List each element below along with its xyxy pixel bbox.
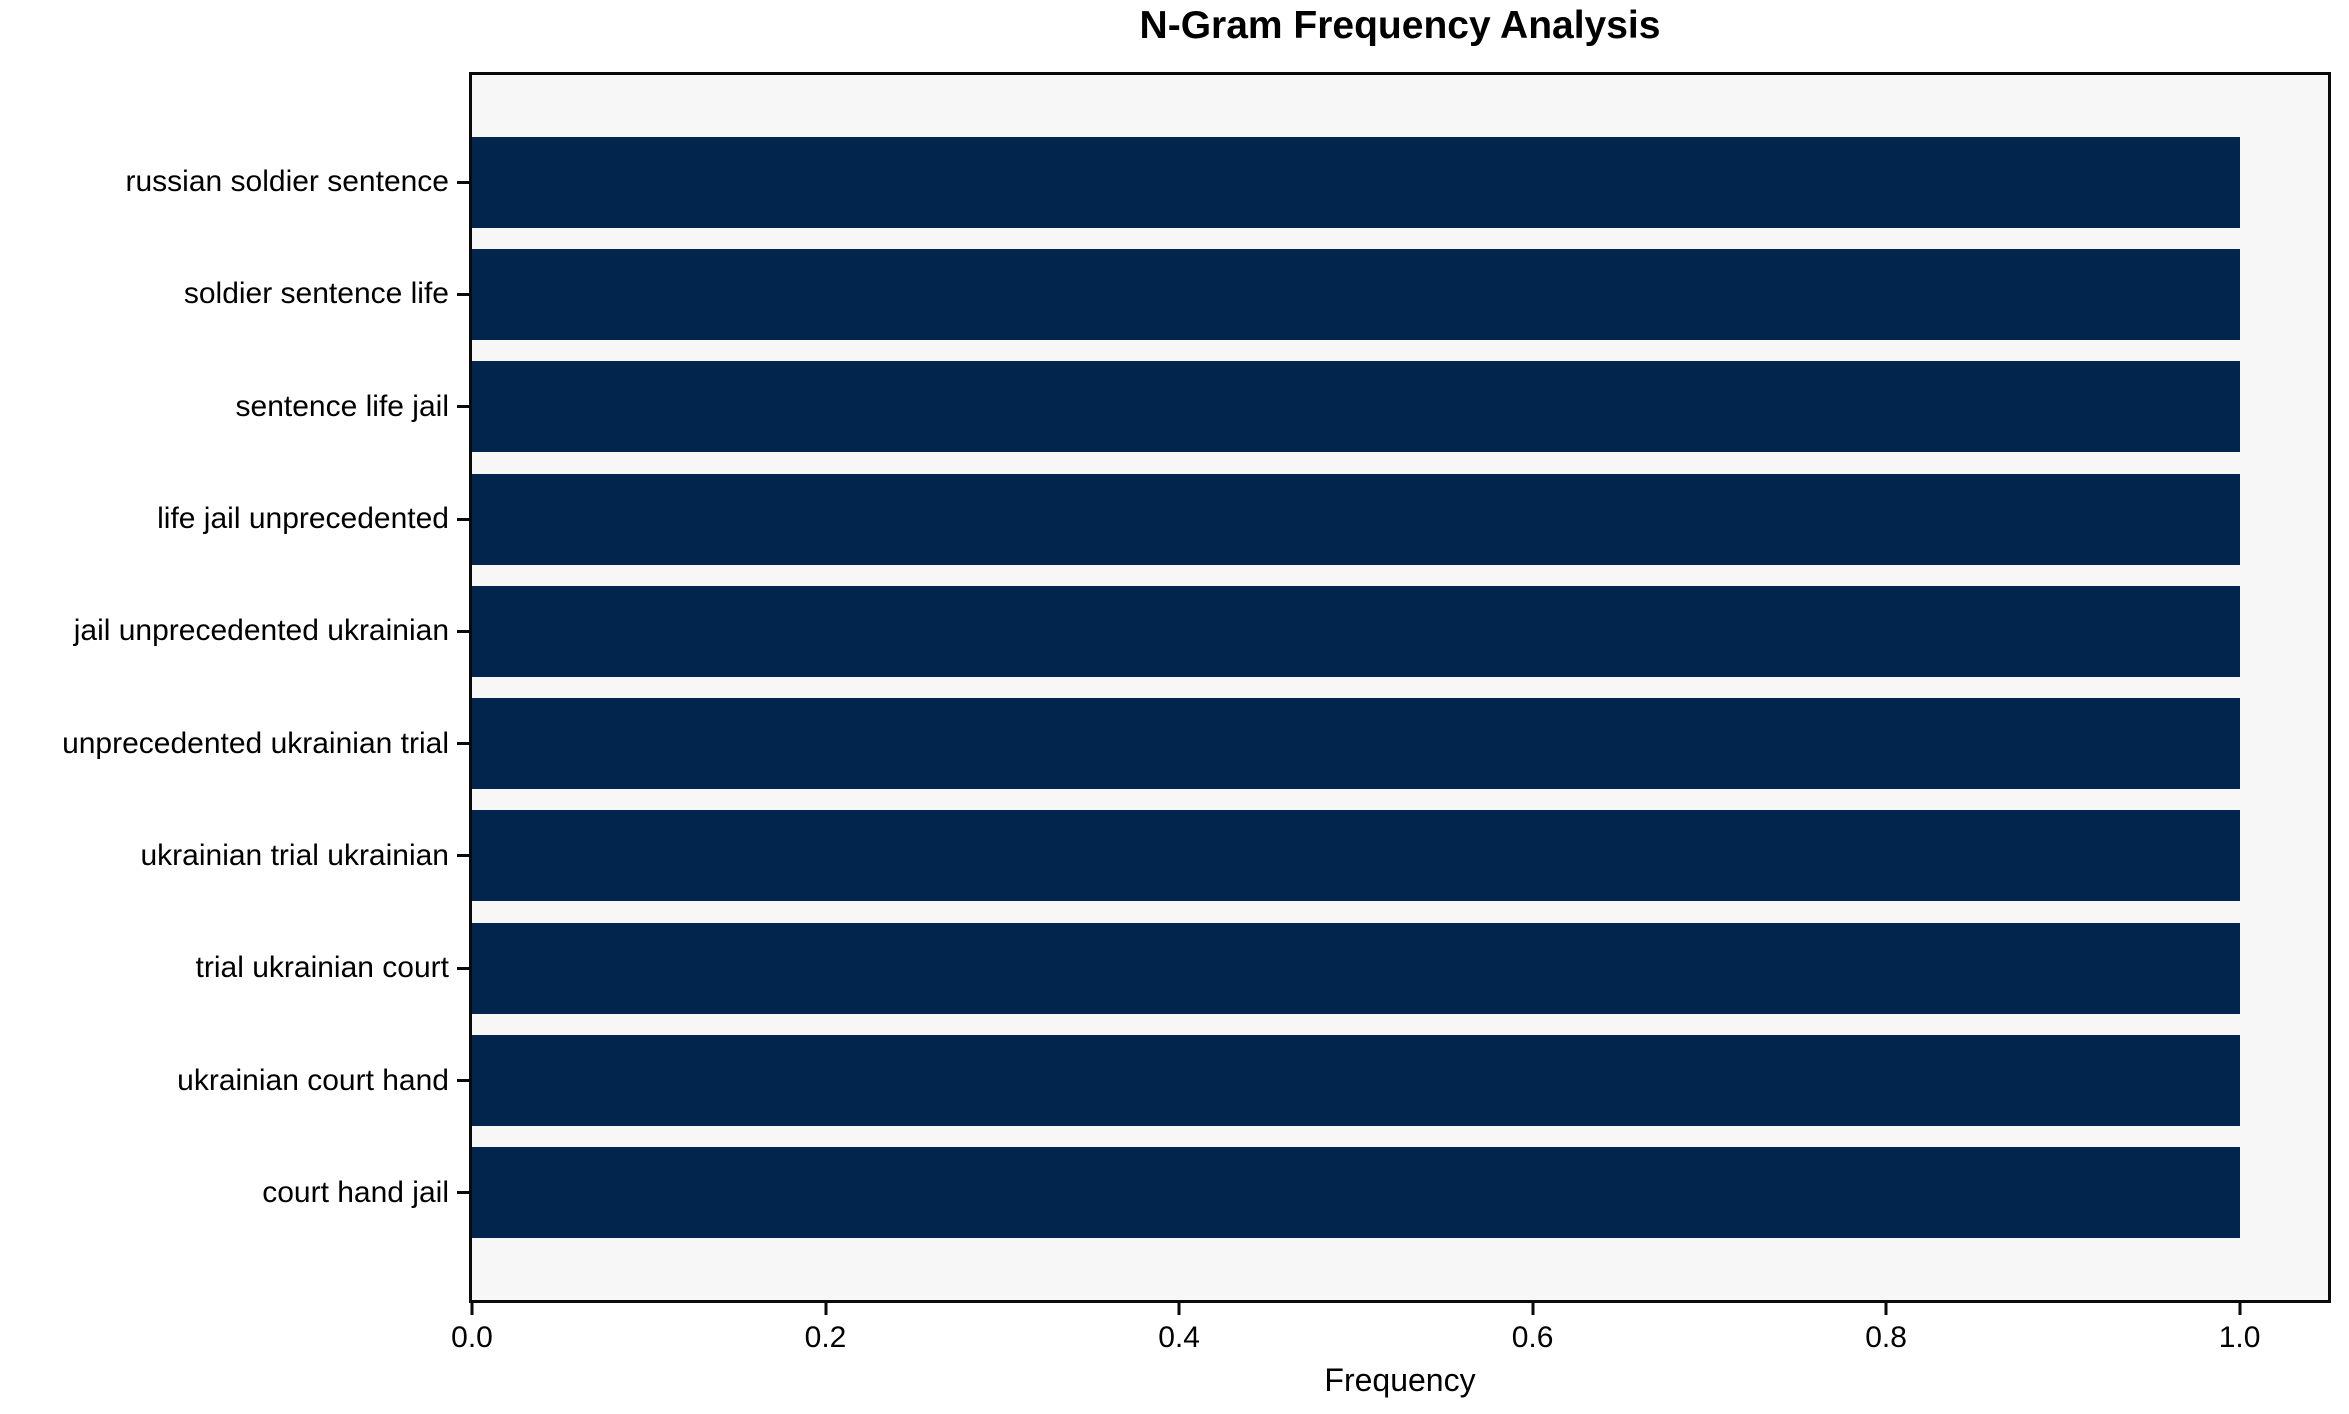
x-tick-label: 0.4	[1158, 1321, 1200, 1354]
y-tick-row: court hand jail	[0, 1137, 469, 1249]
x-tick-mark	[824, 1303, 828, 1315]
bar	[472, 136, 2240, 228]
y-tick-row: life jail unprecedented	[0, 463, 469, 575]
y-tick-label: unprecedented ukrainian trial	[62, 726, 449, 760]
x-tick-mark	[470, 1303, 474, 1315]
y-tick-label: trial ukrainian court	[195, 951, 449, 985]
bar-row	[472, 238, 2328, 350]
y-tick-mark	[457, 854, 469, 858]
bar	[472, 585, 2240, 677]
bar-row	[472, 1024, 2328, 1136]
y-tick-mark	[457, 292, 469, 296]
y-tick-label: russian soldier sentence	[125, 165, 449, 199]
x-axis-label: Frequency	[1324, 1362, 1476, 1398]
bar-row	[472, 463, 2328, 575]
y-tick-row: russian soldier sentence	[0, 126, 469, 238]
x-tick-label: 1.0	[2218, 1321, 2261, 1354]
bar	[472, 1035, 2240, 1126]
x-tick-label: 0.0	[451, 1321, 493, 1354]
bar-row	[472, 800, 2328, 912]
bar-row	[472, 912, 2328, 1024]
x-tick-mark	[1531, 1303, 1535, 1315]
chart-title: N-Gram Frequency Analysis	[1139, 4, 1661, 47]
x-tick-label: 0.8	[1865, 1321, 1907, 1354]
y-tick-mark	[457, 180, 469, 184]
y-tick-label: life jail unprecedented	[157, 502, 449, 536]
y-tick-label: ukrainian trial ukrainian	[140, 838, 450, 872]
bar	[472, 361, 2240, 453]
bar	[472, 698, 2240, 790]
bar	[472, 248, 2240, 340]
y-tick-label: sentence life jail	[235, 389, 449, 423]
y-tick-mark	[457, 966, 469, 970]
x-tick-label: 0.6	[1511, 1321, 1554, 1354]
x-tick-mark	[1884, 1303, 1888, 1315]
bar-row	[472, 575, 2328, 687]
bar-row	[472, 351, 2328, 463]
y-tick-label: ukrainian court hand	[177, 1063, 449, 1097]
y-tick-label: soldier sentence life	[183, 277, 449, 311]
y-tick-row: soldier sentence life	[0, 238, 469, 350]
y-tick-mark	[457, 517, 469, 521]
x-axis: 0.0 0.2 0.4 0.6 0.8 1.0	[451, 1303, 2328, 1373]
y-tick-mark	[457, 1191, 469, 1195]
bar	[472, 810, 2240, 902]
x-tick-mark	[1177, 1303, 1181, 1315]
y-axis: russian soldier sentence soldier sentence…	[0, 75, 469, 1300]
x-tick-label: 0.2	[804, 1321, 847, 1354]
y-tick-row: ukrainian trial ukrainian	[0, 800, 469, 912]
bar-series	[472, 75, 2328, 1300]
y-tick-row: unprecedented ukrainian trial	[0, 687, 469, 799]
y-tick-row: jail unprecedented ukrainian	[0, 575, 469, 687]
y-tick-label: court hand jail	[262, 1175, 449, 1209]
bar	[472, 473, 2240, 565]
y-tick-row: trial ukrainian court	[0, 912, 469, 1024]
x-tick-mark	[2238, 1303, 2242, 1315]
plot-area	[469, 72, 2331, 1303]
bar-row	[472, 126, 2328, 238]
bar-row	[472, 687, 2328, 799]
y-tick-label: jail unprecedented ukrainian	[73, 614, 449, 648]
y-tick-row: ukrainian court hand	[0, 1024, 469, 1136]
bar	[472, 1147, 2240, 1239]
bar-row	[472, 1137, 2328, 1249]
y-tick-mark	[457, 742, 469, 746]
y-tick-mark	[457, 629, 469, 633]
bar	[472, 922, 2240, 1014]
y-tick-mark	[457, 405, 469, 409]
y-tick-mark	[457, 1079, 469, 1083]
y-tick-row: sentence life jail	[0, 351, 469, 463]
